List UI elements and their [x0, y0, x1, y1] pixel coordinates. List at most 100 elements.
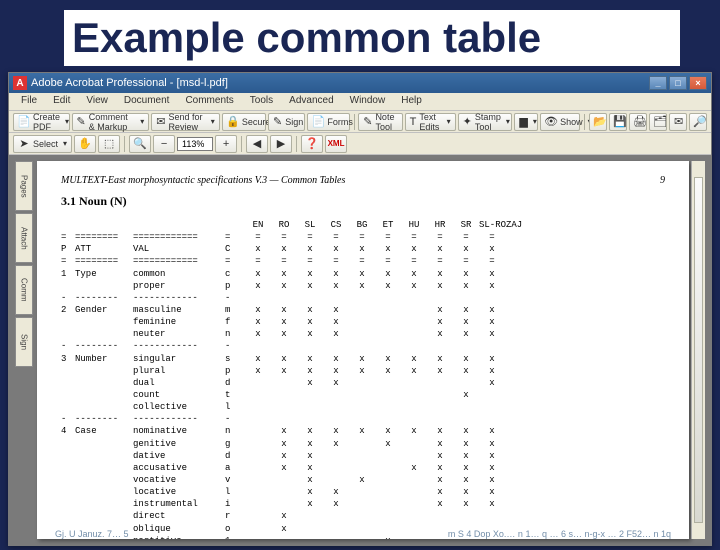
table-row: ENROSLCSBGETHUHRSRSL-ROZAJ [61, 219, 665, 231]
text-icon: T [410, 116, 417, 128]
page-icon: 📄 [18, 116, 30, 128]
sign-button[interactable]: ✎Sign▾ [268, 113, 305, 131]
secure-button[interactable]: 🔒Secure▾ [222, 113, 266, 131]
sidetab-attach[interactable]: Attach [15, 213, 33, 263]
select-button[interactable]: ➤Select▾ [13, 135, 72, 153]
sidetab-pages[interactable]: Pages [15, 161, 33, 211]
table-row: ---------------------- [61, 340, 665, 352]
forms-button[interactable]: 📄Forms▾ [307, 113, 349, 131]
eye-icon: 👁 [545, 116, 557, 128]
window-title: Adobe Acrobat Professional - [msd-l.pdf] [31, 77, 649, 89]
menu-file[interactable]: File [13, 93, 45, 110]
stamp-button[interactable]: ✦Stamp Tool▾ [458, 113, 513, 131]
table-row: properpxxxxxxxxxx [61, 280, 665, 292]
table-row: PATTVALCxxxxxxxxxx [61, 243, 665, 255]
table-row: accusativeaxxxxxx [61, 462, 665, 474]
table-row: directrx [61, 510, 665, 522]
chevron-right-icon: ▶ [275, 138, 287, 150]
document-area: Pages Attach Comm Sign MULTEXT-East morphos… [9, 155, 711, 545]
xml-icon: XML [330, 138, 342, 150]
toolbar-separator [241, 136, 242, 152]
menubar: FileEditViewDocumentCommentsToolsAdvance… [9, 93, 711, 111]
note-tool-button[interactable]: ✎Note Tool [358, 113, 402, 131]
vertical-scrollbar[interactable] [691, 161, 705, 539]
hand-icon: ✋ [79, 138, 91, 150]
pdf-page: MULTEXT-East morphosyntactic specificati… [37, 161, 689, 539]
show-button[interactable]: 👁Show▾ [540, 113, 580, 131]
toolbar-row-2: ➤Select▾ ✋ ⬚ 🔍 − 113% + ◀ ▶ ❓ XML [9, 133, 711, 155]
zoom-out-button[interactable]: − [153, 135, 175, 153]
search-icon: 🔎 [694, 116, 706, 128]
menu-edit[interactable]: Edit [45, 93, 78, 110]
toolbar-separator [124, 136, 125, 152]
save-button[interactable]: 💾 [609, 113, 627, 131]
table-row: locativelxxxxx [61, 486, 665, 498]
organizer-button[interactable]: 🗂 [649, 113, 667, 131]
cursor-icon: ➤ [18, 138, 30, 150]
comment-markup-button[interactable]: ✎Comment & Markup▾ [72, 113, 150, 131]
highlight-button[interactable]: ▆▾ [514, 113, 538, 131]
stamp-label: Stamp Tool [475, 112, 501, 132]
table-row: ================================ [61, 255, 665, 267]
prev-page-button[interactable]: ◀ [246, 135, 268, 153]
print-button[interactable]: 🖨 [629, 113, 647, 131]
table-row: ---------------------- [61, 413, 665, 425]
table-row: 3Numbersingularsxxxxxxxxxx [61, 353, 665, 365]
marquee-icon: ⬚ [103, 138, 115, 150]
next-page-button[interactable]: ▶ [270, 135, 292, 153]
send-review-button[interactable]: ✉Send for Review▾ [151, 113, 220, 131]
close-button[interactable]: × [689, 76, 707, 90]
open-button[interactable]: 📂 [589, 113, 607, 131]
maximize-button[interactable]: □ [669, 76, 687, 90]
sign-label: Sign [285, 117, 303, 127]
slide-title: Example common table [60, 10, 680, 66]
menu-view[interactable]: View [78, 93, 116, 110]
table-row: ---------------------- [61, 292, 665, 304]
table-row: neuternxxxxxxx [61, 328, 665, 340]
page-icon: 📄 [312, 116, 324, 128]
minimize-button[interactable]: _ [649, 76, 667, 90]
mail-button[interactable]: ✉ [669, 113, 687, 131]
app-icon: A [13, 76, 27, 90]
sidetab-sign[interactable]: Sign [15, 317, 33, 367]
note-label: Note Tool [375, 112, 397, 132]
create-pdf-label: Create PDF [33, 112, 60, 132]
menu-window[interactable]: Window [342, 93, 394, 110]
textedits-button[interactable]: TText Edits▾ [405, 113, 456, 131]
table-row: ================================ [61, 231, 665, 243]
hand-button[interactable]: ✋ [74, 135, 96, 153]
print-icon: 🖨 [634, 116, 646, 128]
xml-button[interactable]: XML [325, 135, 347, 153]
side-tabs: Pages Attach Comm Sign [15, 161, 33, 539]
help-icon: ❓ [306, 138, 318, 150]
marquee-button[interactable]: ⬚ [98, 135, 120, 153]
table-row: counttx [61, 389, 665, 401]
pen-icon: ✎ [77, 116, 86, 128]
help-button[interactable]: ❓ [301, 135, 323, 153]
menu-comments[interactable]: Comments [177, 93, 241, 110]
chevron-left-icon: ◀ [251, 138, 263, 150]
sidetab-comm[interactable]: Comm [15, 265, 33, 315]
footer-right: m S 4 Dop Xo.… n 1… q … 6 s… n-g-x … 2 F… [448, 529, 671, 539]
send-review-label: Send for Review [168, 112, 205, 132]
menu-advanced[interactable]: Advanced [281, 93, 341, 110]
secure-label: Secure [242, 117, 271, 127]
menu-document[interactable]: Document [116, 93, 178, 110]
create-pdf-button[interactable]: 📄Create PDF▾ [13, 113, 70, 131]
menu-help[interactable]: Help [393, 93, 430, 110]
mail-icon: ✉ [156, 116, 165, 128]
pen-icon: ✎ [273, 116, 282, 128]
folder-icon: 📂 [594, 116, 606, 128]
menu-tools[interactable]: Tools [242, 93, 281, 110]
search-button[interactable]: 🔎 [689, 113, 707, 131]
zoom-plus-button[interactable]: + [215, 135, 237, 153]
comment-label: Comment & Markup [89, 112, 135, 132]
table-row: 2Gendermasculinemxxxxxxx [61, 304, 665, 316]
zoom-in-icon: 🔍 [134, 138, 146, 150]
zoom-in-button[interactable]: 🔍 [129, 135, 151, 153]
zoom-out-icon: − [158, 138, 170, 150]
toolbar-row-1: 📄Create PDF▾ ✎Comment & Markup▾ ✉Send fo… [9, 111, 711, 133]
zoom-level-input[interactable]: 113% [177, 137, 213, 151]
section-title: 3.1 Noun (N) [61, 194, 665, 209]
stamp-icon: ✦ [463, 116, 472, 128]
